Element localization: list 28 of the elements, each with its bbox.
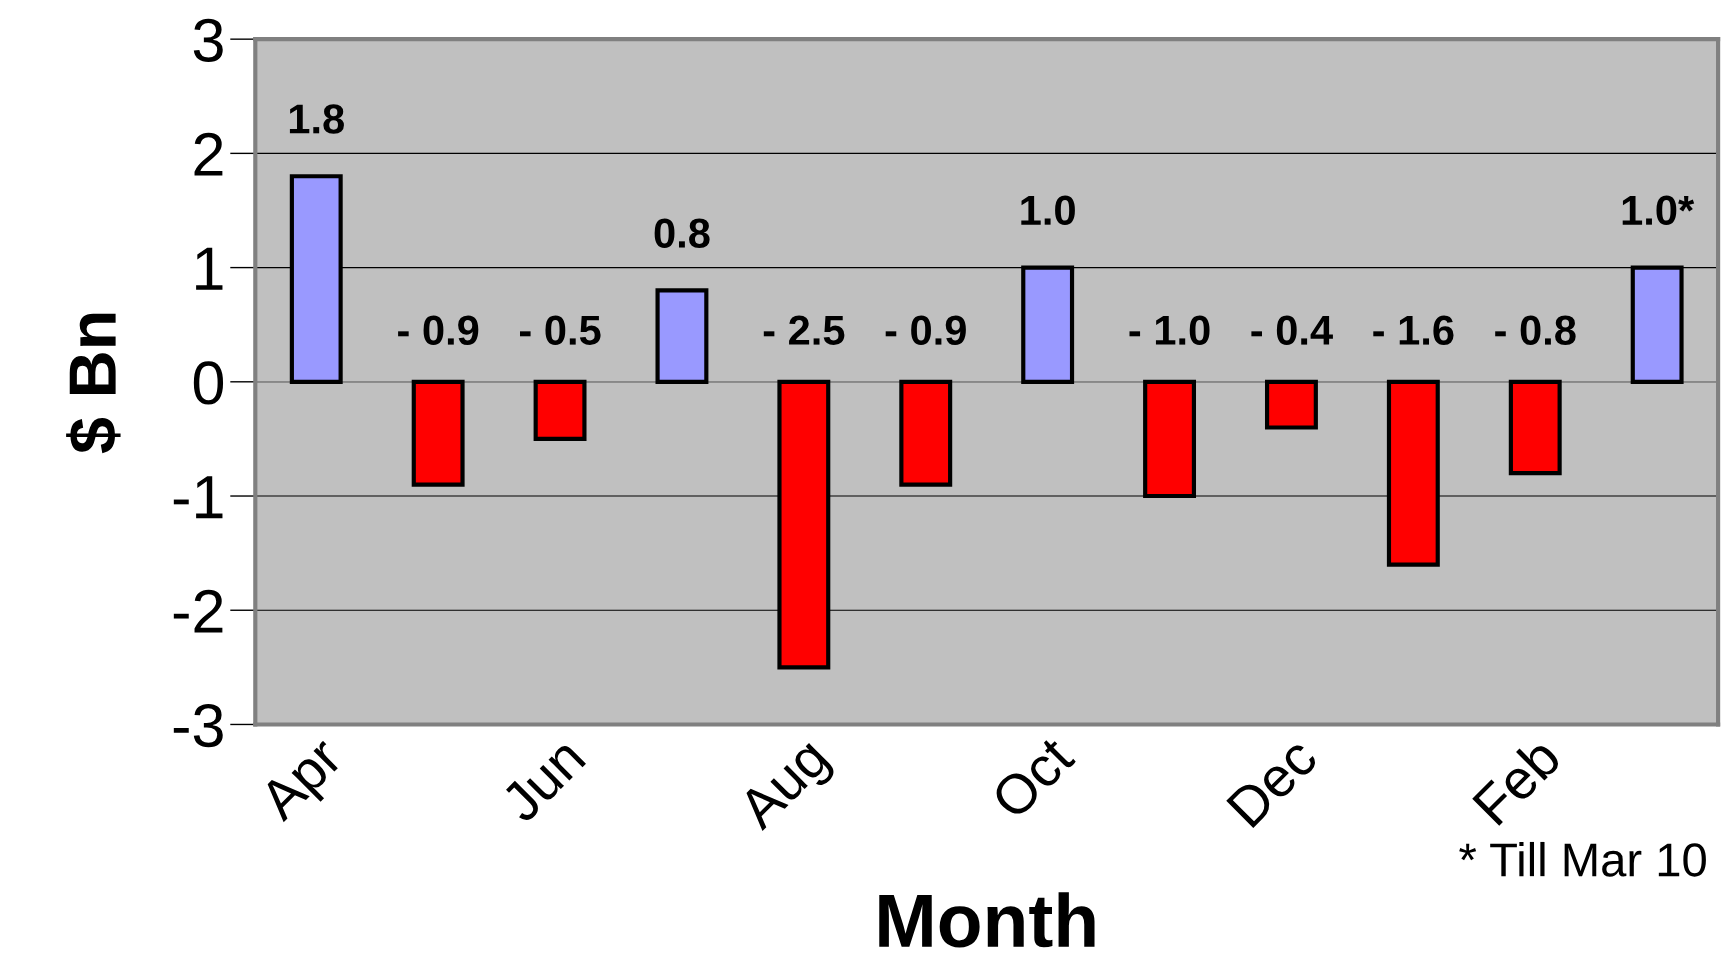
text: * Till Mar 10	[1459, 841, 1706, 877]
y-tick-label: -1	[173, 476, 223, 519]
x-tick-label: Dec	[1226, 735, 1320, 829]
data-label: - 0.9	[885, 315, 966, 346]
data-label: - 0.9	[398, 315, 479, 346]
y-tick-label: 3	[193, 18, 223, 62]
x-tick-label: Jun	[498, 736, 587, 825]
data-label: - 2.5	[763, 315, 845, 346]
y-tick-label: 0	[193, 361, 224, 405]
y-tick-label: -2	[173, 589, 223, 633]
data-label: - 0.5	[519, 315, 601, 346]
data-label: - 1.6	[1373, 315, 1454, 346]
data-label: 1.0*	[1622, 195, 1695, 226]
data-label: 1.0	[1021, 195, 1075, 226]
x-tick-label: Apr	[256, 734, 353, 831]
y-axis-title: $ Bn	[66, 313, 121, 454]
y-tick-label: 1	[196, 247, 223, 290]
data-label: - 0.4	[1251, 315, 1333, 346]
x-tick-label: Oct	[989, 734, 1077, 821]
x-tick-label: Feb	[1470, 734, 1563, 827]
data-label: 1.8	[289, 104, 344, 134]
data-label: - 1.0	[1129, 315, 1210, 346]
data-label: 0.8	[654, 218, 710, 248]
data-label: - 0.8	[1495, 315, 1576, 346]
x-axis-title: Month	[879, 892, 1095, 948]
x-tick-label: Aug	[735, 736, 838, 840]
y-tick-label: 2	[194, 132, 223, 176]
y-tick-label: -3	[173, 703, 223, 748]
